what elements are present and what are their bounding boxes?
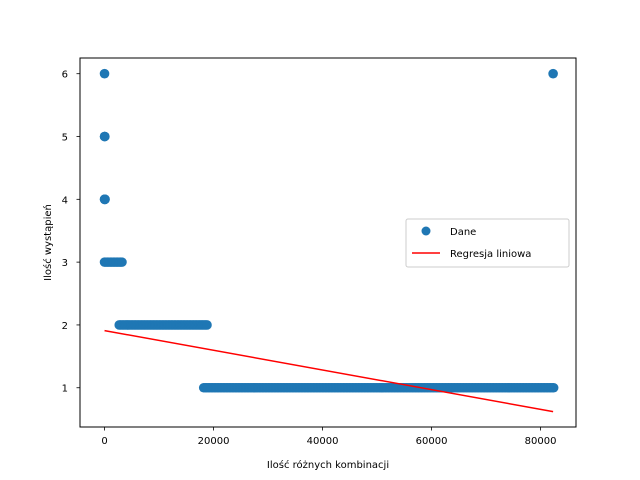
x-tick-label: 40000 [307,436,339,447]
legend-label-dane: Dane [450,227,476,238]
y-axis: 1 2 3 4 5 6 [62,70,80,395]
x-tick-label: 0 [101,436,107,447]
y-tick-label: 2 [62,321,68,332]
scatter-point [202,320,212,330]
y-tick-label: 1 [62,384,68,395]
y-tick-label: 4 [62,195,68,206]
legend-box [405,218,570,268]
x-tick-label: 20000 [198,436,230,447]
scatter-run-y2 [114,320,212,330]
y-tick-label: 3 [62,258,68,269]
y-tick-label: 5 [62,133,68,144]
x-tick-label: 80000 [525,436,557,447]
scatter-point [99,68,110,79]
scatter-point [100,194,110,205]
scatter-point [117,257,127,267]
scatter-point [100,131,110,142]
axes-frame [79,57,577,428]
regression-line [104,329,554,413]
legend-marker-dane [421,226,431,236]
scatter-run-y1 [198,382,559,393]
x-axis: 0 20000 40000 60000 80000 [101,427,556,447]
plot-marks [99,68,559,413]
scatter-run-y3 [99,257,127,267]
legend-label-regresja: Regresja liniowa [450,249,531,260]
legend: Dane Regresja liniowa [405,218,570,268]
scatter-point [548,382,559,393]
scatter-point [548,68,558,79]
y-tick-label: 6 [62,70,68,81]
x-tick-label: 60000 [416,436,448,447]
x-axis-label: Ilość różnych kombinacji [267,459,389,471]
y-axis-label: Ilość wystąpień [42,204,54,281]
